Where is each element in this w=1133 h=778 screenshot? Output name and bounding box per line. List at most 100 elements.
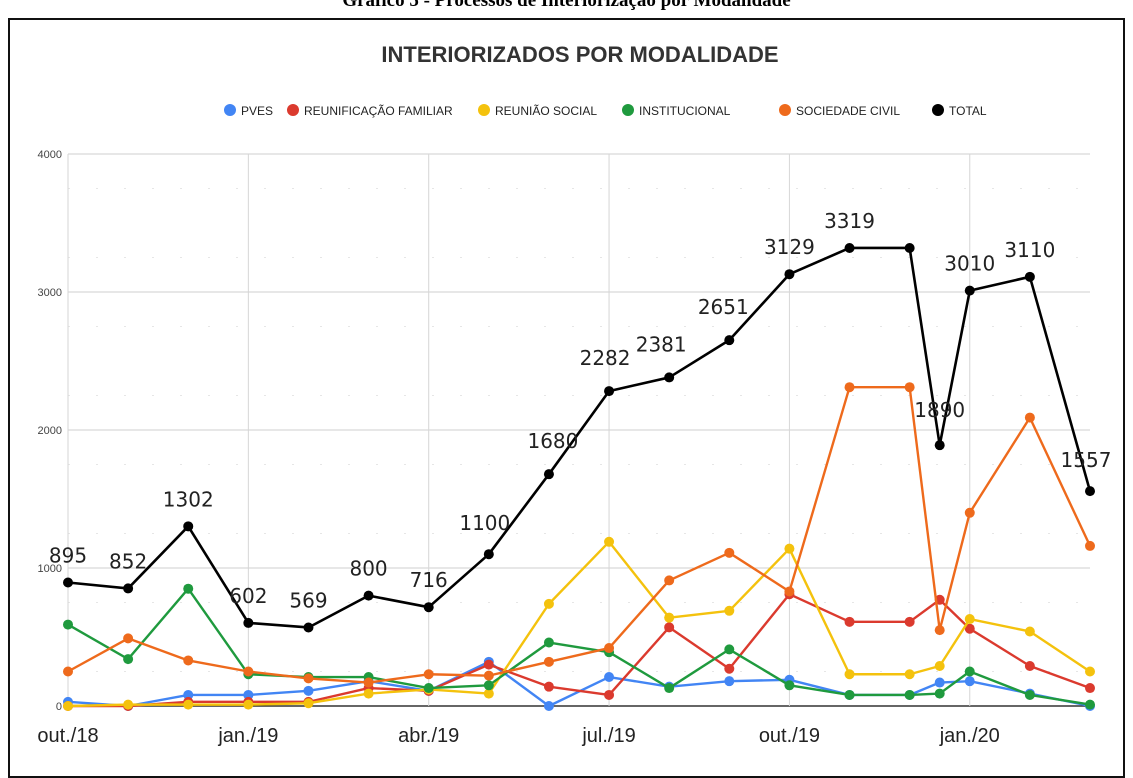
- legend-swatch: [224, 104, 236, 116]
- y-tick-label: 3000: [38, 287, 62, 299]
- data-point: [904, 382, 915, 393]
- data-label: 800: [349, 557, 387, 581]
- data-point: [183, 689, 194, 700]
- data-point: [1085, 486, 1095, 497]
- data-point: [423, 669, 434, 680]
- data-label: 1100: [459, 511, 510, 535]
- x-tick-label: out./19: [759, 725, 820, 747]
- data-point: [664, 575, 675, 586]
- legend: PVES REUNIFICAÇÃO FAMILIAR REUNIÃO SOCIAL I…: [224, 104, 987, 118]
- data-point: [664, 372, 675, 383]
- y-tick-label: 1000: [38, 563, 62, 575]
- data-point: [964, 666, 975, 677]
- legend-item: PVES: [224, 104, 273, 118]
- data-point: [63, 619, 73, 630]
- data-point: [964, 614, 975, 625]
- legend-label: PVES: [241, 104, 273, 118]
- data-point: [664, 612, 675, 623]
- data-point: [784, 269, 795, 280]
- data-label: 1680: [527, 429, 578, 453]
- data-point: [483, 549, 494, 560]
- data-point: [363, 688, 374, 699]
- series-lines: [63, 242, 1095, 711]
- data-point: [904, 242, 915, 253]
- series-total: [63, 242, 1095, 633]
- line-chart: INTERIORIZADOS POR MODALIDADE PVES REUNIF…: [37, 42, 1111, 747]
- data-point: [303, 622, 314, 633]
- data-point: [724, 605, 735, 616]
- data-point: [784, 680, 795, 691]
- data-point: [543, 598, 554, 609]
- legend-label: TOTAL: [949, 104, 987, 118]
- data-label: 2381: [636, 332, 687, 356]
- data-point: [183, 655, 194, 666]
- data-point: [604, 643, 615, 654]
- legend-label: REUNIFICAÇÃO FAMILIAR: [304, 104, 453, 118]
- data-point: [123, 654, 134, 665]
- data-point: [483, 659, 494, 670]
- y-tick-label: 0: [56, 701, 62, 713]
- legend-swatch: [622, 104, 634, 116]
- data-label: 852: [109, 549, 147, 573]
- x-tick-label: abr./19: [398, 725, 459, 747]
- data-point: [543, 701, 554, 711]
- legend-item: SOCIEDADE CIVIL: [779, 104, 900, 118]
- data-point: [904, 616, 915, 627]
- data-point: [423, 602, 434, 613]
- data-label: 1302: [163, 487, 214, 511]
- data-point: [964, 623, 975, 634]
- legend-label: SOCIEDADE CIVIL: [796, 104, 900, 118]
- axes: 0 1000 2000 3000 4000 out./18 jan./19 abr./19 ju…: [37, 149, 999, 747]
- data-point: [243, 617, 254, 628]
- data-label: 569: [289, 588, 327, 612]
- data-point: [724, 663, 735, 674]
- data-point: [423, 683, 434, 694]
- data-point: [63, 577, 73, 588]
- data-point: [604, 536, 615, 547]
- data-point: [63, 666, 73, 677]
- data-point: [934, 625, 945, 636]
- data-point: [904, 689, 915, 700]
- data-point: [844, 689, 855, 700]
- legend-item: REUNIÃO SOCIAL: [478, 104, 597, 118]
- x-tick-label: jul./19: [581, 725, 635, 747]
- data-point: [904, 669, 915, 680]
- data-point: [243, 699, 254, 710]
- legend-swatch: [779, 104, 791, 116]
- data-point: [243, 689, 254, 700]
- data-point: [1024, 412, 1035, 423]
- data-point: [123, 583, 134, 594]
- grid: [67, 153, 1090, 707]
- data-point: [243, 666, 254, 677]
- data-point: [183, 521, 194, 532]
- data-point: [604, 672, 615, 683]
- legend-item: TOTAL: [932, 104, 987, 118]
- legend-item: REUNIFICAÇÃO FAMILIAR: [287, 104, 453, 118]
- data-point: [543, 681, 554, 692]
- y-tick-label: 2000: [38, 425, 62, 437]
- figure-frame: Gráfico 5 - Processos de Interiorização …: [8, 0, 1125, 778]
- data-point: [1024, 660, 1035, 671]
- data-label: 1890: [914, 398, 965, 422]
- legend-label: INSTITUCIONAL: [639, 104, 731, 118]
- data-point: [844, 242, 855, 253]
- data-label: 3129: [764, 235, 815, 259]
- data-point: [1024, 689, 1035, 700]
- data-point: [303, 673, 314, 684]
- data-point: [1085, 699, 1095, 710]
- data-label: 895: [49, 543, 87, 567]
- data-point: [664, 622, 675, 633]
- data-point: [964, 285, 975, 296]
- y-tick-label: 4000: [38, 149, 62, 161]
- x-tick-label: jan./20: [939, 725, 1000, 747]
- data-label: 716: [410, 568, 448, 592]
- data-point: [1024, 271, 1035, 282]
- data-point: [724, 676, 735, 687]
- data-point: [844, 669, 855, 680]
- data-point: [934, 677, 945, 688]
- data-point: [724, 644, 735, 655]
- legend-item: INSTITUCIONAL: [622, 104, 731, 118]
- data-point: [1024, 626, 1035, 637]
- data-label: 3319: [824, 209, 875, 233]
- data-point: [604, 689, 615, 700]
